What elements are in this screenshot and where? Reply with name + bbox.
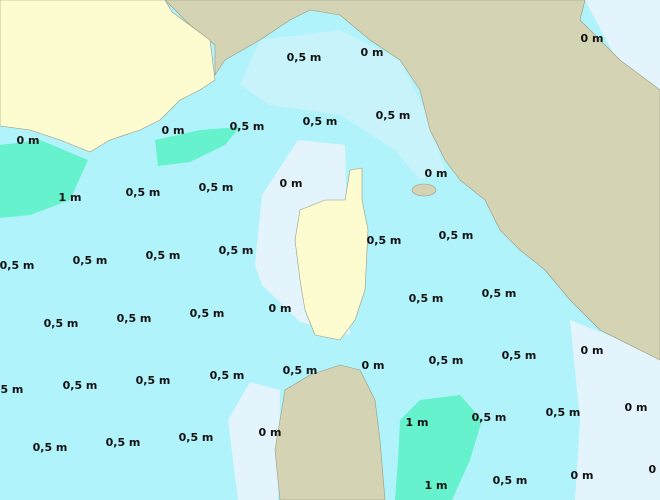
- land-italy: [164, 0, 660, 361]
- wave-height-label: 0,5 m: [33, 441, 68, 454]
- wave-height-label: 0 m: [571, 469, 594, 482]
- wave-height-label: 0 m: [581, 32, 604, 45]
- wave-height-label: 1 m: [59, 191, 82, 204]
- sea-one-metre: [155, 127, 240, 166]
- sea-calm-zone: [570, 320, 660, 500]
- wave-height-label: 0,5 m: [126, 186, 161, 199]
- wave-height-label: 0,5 m: [472, 411, 507, 424]
- wave-height-label: 0,5 m: [502, 349, 537, 362]
- wave-height-label: 1 m: [406, 416, 429, 429]
- wave-height-label: 0,5 m: [303, 115, 338, 128]
- wave-height-label: 0,5 m: [546, 406, 581, 419]
- sea-calm-zone: [228, 382, 280, 500]
- wave-height-label: 0,5 m: [199, 181, 234, 194]
- wave-height-label: 0,5 m: [44, 317, 79, 330]
- wave-height-label: 0 m: [162, 124, 185, 137]
- wave-height-label: 0 m: [259, 426, 282, 439]
- wave-height-label: 0,5 m: [106, 436, 141, 449]
- sea-coastal-zone: [240, 30, 445, 180]
- wave-height-label: 0,5 m: [0, 259, 34, 272]
- wave-height-label: 0,5 m: [146, 249, 181, 262]
- wave-height-label: 0,5 m: [210, 369, 245, 382]
- land-sardinia: [274, 364, 386, 500]
- wave-height-label: 0,5 m: [73, 254, 108, 267]
- wave-height-label: 0 m: [280, 177, 303, 190]
- wave-height-label: 0,5 m: [409, 292, 444, 305]
- wave-height-label: 0 m: [425, 167, 448, 180]
- wave-height-label: 0,5 m: [136, 374, 171, 387]
- wave-height-label: 0,5 m: [482, 287, 517, 300]
- wave-height-label: 0 m: [362, 359, 385, 372]
- wave-height-label: 0 m: [17, 134, 40, 147]
- wave-height-label: 0 m: [649, 463, 660, 476]
- wave-height-label: 0 m: [581, 344, 604, 357]
- wave-height-label: 0 m: [269, 302, 292, 315]
- wave-height-label: 0,5 m: [376, 109, 411, 122]
- wave-height-label: 0,5 m: [230, 120, 265, 133]
- wave-height-label: 0,5 m: [367, 234, 402, 247]
- land-france: [0, 0, 216, 153]
- land-elba: [411, 183, 437, 197]
- sea-calm-zone: [585, 0, 660, 100]
- sea-one-metre: [395, 395, 482, 500]
- wave-height-label: 0,5 m: [283, 364, 318, 377]
- wave-height-label: 1 m: [425, 479, 448, 492]
- wave-height-label: 0 m: [625, 401, 648, 414]
- land-corsica: [294, 167, 369, 341]
- wave-height-label: 0,5 m: [493, 474, 528, 487]
- sea-one-metre: [0, 140, 88, 218]
- wave-height-label: 0,5 m: [219, 244, 254, 257]
- wave-height-label: 0 m: [361, 46, 384, 59]
- wave-height-label: 0,5 m: [190, 307, 225, 320]
- wave-height-label: 0,5 m: [63, 379, 98, 392]
- wave-height-label: 0,5 m: [179, 431, 214, 444]
- wave-height-label: 0,5 m: [287, 51, 322, 64]
- wave-height-label: 0,5 m: [0, 383, 23, 396]
- wave-height-label: 0,5 m: [117, 312, 152, 325]
- wave-height-label: 0,5 m: [439, 229, 474, 242]
- wave-height-label: 0,5 m: [429, 354, 464, 367]
